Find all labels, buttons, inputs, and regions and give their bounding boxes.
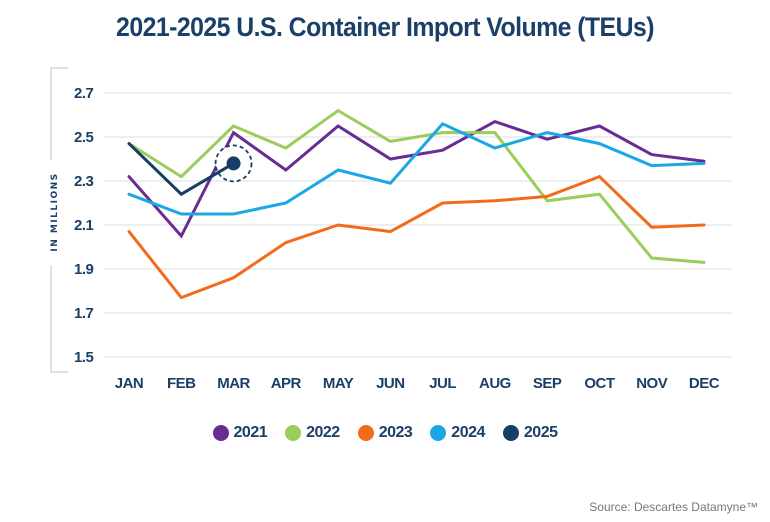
y-tick-label: 2.7 [74,85,94,102]
y-bracket-bottom [50,265,68,373]
legend-swatch-icon [357,425,374,441]
legend-label: 2025 [523,424,558,441]
source-note: Source: Descartes Datamyne™ [589,500,758,514]
x-tick-label: APR [271,375,302,392]
chart-title: 2021-2025 U.S. Container Import Volume (… [116,12,654,42]
series-line-2023 [127,174,706,300]
y-bracket-top [50,67,68,160]
y-axis-bracket [50,67,68,373]
series-line-2025 [127,142,235,197]
y-tick-label: 1.9 [74,261,94,278]
legend-label: 2024 [451,424,485,441]
highlight-point [226,156,241,171]
x-tick-labels: JAN FEB MAR APR MAY JUN JUL AUG SEP OCT NOV DEC [115,375,721,392]
y-tick-label: 1.7 [74,305,94,322]
y-axis-label: IN MILLIONS [50,172,60,251]
legend: 2021 2022 2023 2024 2025 [0,424,770,442]
x-tick-label: DEC [689,375,720,392]
y-tick-label: 2.5 [74,129,94,146]
y-tick-label: 1.5 [74,349,94,366]
legend-label: 2023 [378,424,413,441]
x-tick-label: JUN [376,375,405,392]
y-tick-labels: 2.7 2.5 2.3 2.1 1.9 1.7 1.5 [74,85,94,366]
legend-item-2024: 2024 [430,424,485,442]
legend-swatch-icon [430,425,447,441]
x-tick-label: MAR [217,375,250,392]
x-tick-label: JAN [115,375,144,392]
legend-label: 2021 [233,424,268,441]
legend-item-2023: 2023 [357,424,413,442]
legend-swatch-icon [502,425,519,441]
series-line-2024 [127,121,706,216]
highlight-marker [214,144,253,183]
x-tick-label: AUG [479,375,511,392]
x-tick-label: FEB [167,375,196,392]
x-tick-label: SEP [533,375,562,392]
y-tick-label: 2.3 [74,173,94,190]
legend-item-2025: 2025 [502,424,558,442]
series-line-2022 [127,108,706,264]
x-tick-label: NOV [636,375,668,392]
x-tick-label: OCT [584,375,615,392]
y-tick-label: 2.1 [74,217,94,234]
legend-item-2021: 2021 [212,424,268,442]
legend-label: 2022 [306,424,340,441]
x-tick-label: MAY [323,375,354,392]
legend-item-2022: 2022 [285,424,340,442]
x-tick-label: JUL [429,375,456,392]
gridlines [104,92,732,358]
legend-swatch-icon [212,425,229,441]
legend-swatch-icon [285,425,302,441]
